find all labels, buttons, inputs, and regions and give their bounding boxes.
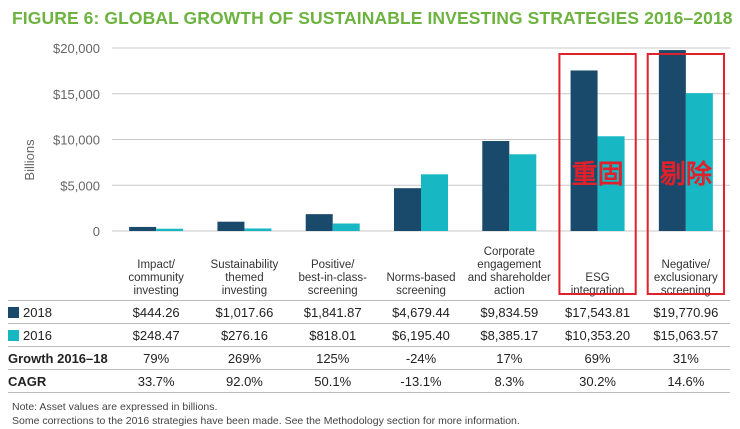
metric-value: 125% bbox=[288, 346, 377, 370]
category-label: best-in-class- bbox=[299, 272, 368, 284]
data-label: $276.16 bbox=[200, 323, 289, 347]
bar-2018 bbox=[394, 188, 421, 231]
y-tick-label: $10,000 bbox=[53, 133, 100, 148]
metric-value: 79% bbox=[112, 346, 201, 370]
bar-2016 bbox=[244, 228, 272, 231]
data-table: 2018 $444.26 $1,017.66 $1,841.87 $4,679.44 $9… bbox=[8, 300, 730, 393]
legend-label: 2018 bbox=[23, 304, 52, 320]
annotation-text: 剔除 bbox=[659, 159, 713, 190]
data-label: $818.01 bbox=[288, 323, 377, 347]
metric-value: -24% bbox=[376, 346, 466, 370]
bar-2016 bbox=[509, 154, 537, 231]
category-label: and shareholder bbox=[468, 272, 551, 284]
category-label: engagement bbox=[477, 259, 542, 271]
category-label: Sustainability bbox=[211, 259, 279, 271]
data-label: $19,770.96 bbox=[641, 300, 730, 324]
category-label: Positive/ bbox=[311, 259, 355, 271]
data-label: $1,017.66 bbox=[200, 300, 289, 324]
bar-2018 bbox=[305, 214, 333, 231]
bar-2016 bbox=[685, 93, 713, 231]
bar-2016 bbox=[156, 228, 184, 231]
series-legend: 2018 bbox=[8, 300, 113, 324]
category-label: investing bbox=[222, 285, 267, 297]
annotations: 重固 剔除 bbox=[558, 53, 726, 295]
metric-value: 31% bbox=[641, 346, 730, 370]
bar-2018 bbox=[217, 221, 245, 231]
data-label: $15,063.57 bbox=[641, 323, 730, 347]
category-label: integration bbox=[571, 285, 625, 297]
bar-2018 bbox=[129, 226, 157, 231]
bar-2018 bbox=[482, 141, 510, 231]
metric-label: Growth 2016–18 bbox=[8, 346, 113, 370]
table-row-2018: 2018 $444.26 $1,017.66 $1,841.87 $4,679.44 $9… bbox=[8, 300, 730, 324]
category-label: themed bbox=[225, 272, 263, 284]
data-label: $1,841.87 bbox=[288, 300, 377, 324]
category-label: community bbox=[128, 272, 184, 284]
category-label: investing bbox=[133, 285, 178, 297]
bars bbox=[129, 50, 713, 231]
category-label: screening bbox=[308, 285, 358, 297]
bar-2016 bbox=[597, 136, 625, 231]
y-tick-label: $20,000 bbox=[53, 41, 100, 56]
bar-2018 bbox=[570, 70, 598, 231]
highlight-box bbox=[646, 53, 726, 295]
data-label: $444.26 bbox=[112, 300, 201, 324]
bar-2016 bbox=[332, 223, 360, 231]
category-label: ESG bbox=[585, 272, 609, 284]
category-label: Impact/ bbox=[137, 259, 176, 271]
category-label: exclusionary bbox=[654, 272, 718, 284]
metric-value: 14.6% bbox=[641, 369, 730, 393]
metric-value: -13.1% bbox=[376, 369, 466, 393]
annotation-text: 重固 bbox=[572, 160, 624, 190]
category-labels: Impact/communityinvestingSustainabilityt… bbox=[128, 246, 718, 297]
bar-2018 bbox=[658, 50, 686, 231]
category-label: Negative/ bbox=[662, 259, 711, 271]
table-row-2016: 2016 $248.47 $276.16 $818.01 $6,195.40 $8,385… bbox=[8, 323, 730, 347]
metric-value: 30.2% bbox=[553, 369, 642, 393]
note-line-1: Note: Asset values are expressed in bill… bbox=[12, 401, 218, 413]
y-axis-label: Billions bbox=[22, 139, 37, 181]
series-legend: 2016 bbox=[8, 323, 113, 347]
category-label: action bbox=[494, 285, 525, 297]
legend-swatch bbox=[8, 329, 19, 341]
metric-value: 92.0% bbox=[200, 369, 289, 393]
y-tick-label: $15,000 bbox=[53, 87, 100, 102]
metric-label: CAGR bbox=[8, 369, 113, 393]
highlight-box bbox=[558, 53, 637, 295]
metric-value: 50.1% bbox=[288, 369, 377, 393]
table-row-metric: CAGR 33.7% 92.0% 50.1% -13.1% 8.3% 30.2% 14.6% bbox=[8, 369, 730, 393]
y-axis-ticks: 0 $5,000 $10,000 $15,000 $20,000 bbox=[53, 41, 100, 239]
metric-value: 17% bbox=[465, 346, 554, 370]
data-label: $9,834.59 bbox=[465, 300, 554, 324]
legend-label: 2016 bbox=[23, 327, 52, 343]
data-label: $8,385.17 bbox=[465, 323, 554, 347]
metric-value: 269% bbox=[200, 346, 289, 370]
note-line-2: Some corrections to the 2016 strategies … bbox=[12, 415, 520, 427]
metric-value: 33.7% bbox=[112, 369, 201, 393]
metric-value: 8.3% bbox=[465, 369, 554, 393]
legend-swatch bbox=[8, 306, 19, 318]
y-tick-label: 0 bbox=[93, 224, 100, 239]
data-label: $17,543.81 bbox=[553, 300, 642, 324]
data-label: $6,195.40 bbox=[376, 323, 466, 347]
category-label: screening bbox=[661, 285, 711, 297]
chart-title: FIGURE 6: GLOBAL GROWTH OF SUSTAINABLE I… bbox=[12, 8, 733, 28]
category-label: Corporate bbox=[484, 246, 535, 258]
bar-chart: 0 $5,000 $10,000 $15,000 $20,000 Billions Im… bbox=[22, 41, 730, 297]
y-tick-label: $5,000 bbox=[60, 178, 100, 193]
bar-2016 bbox=[421, 174, 448, 231]
metric-value: 69% bbox=[553, 346, 642, 370]
category-label: screening bbox=[396, 285, 446, 297]
data-label: $10,353.20 bbox=[553, 323, 642, 347]
data-label: $4,679.44 bbox=[376, 300, 466, 324]
category-label: Norms-based bbox=[386, 272, 455, 284]
table-row-metric: Growth 2016–18 79% 269% 125% -24% 17% 69% 31% bbox=[8, 346, 730, 370]
data-label: $248.47 bbox=[112, 323, 201, 347]
